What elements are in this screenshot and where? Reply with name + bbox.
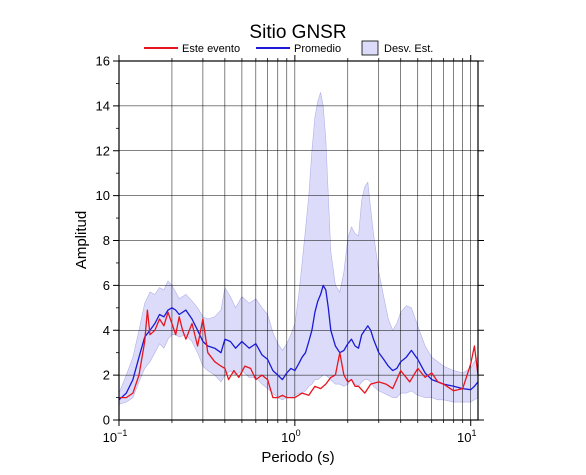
y-tick-label: 0 <box>103 413 110 428</box>
y-tick-label: 4 <box>103 323 110 338</box>
y-tick-label: 6 <box>103 278 110 293</box>
legend-label-desv: Desv. Est. <box>384 43 433 55</box>
std-dev-band-layer <box>118 92 479 405</box>
y-axis-label: Amplitud <box>73 211 90 269</box>
series-line-promedio <box>118 284 479 401</box>
series-line-este-evento <box>119 309 479 399</box>
series-layer <box>118 284 479 401</box>
y-tick-label: 8 <box>103 233 110 248</box>
legend: Este evento Promedio Desv. Est. <box>144 40 433 56</box>
x-tick-label: 101 <box>457 428 476 445</box>
y-tick-label: 10 <box>96 188 110 203</box>
y-tick-label: 16 <box>96 54 110 69</box>
x-tick-label: 100 <box>281 428 300 445</box>
tick-layer: 0 2 4 6 8 10 12 14 16 10−1 100 101 <box>96 54 484 445</box>
x-axis-label: Periodo (s) <box>261 449 334 466</box>
grid-layer <box>119 61 478 420</box>
y-tick-label: 12 <box>96 143 110 158</box>
legend-label-este: Este evento <box>182 43 240 55</box>
std-dev-band <box>118 92 479 405</box>
legend-swatch-desv <box>361 40 379 56</box>
chart-title: Sitio GNSR <box>249 22 346 43</box>
x-tick-label: 10−1 <box>103 428 128 445</box>
y-tick-label: 2 <box>103 368 110 383</box>
legend-label-promedio: Promedio <box>294 43 341 55</box>
y-tick-label: 14 <box>96 98 110 113</box>
